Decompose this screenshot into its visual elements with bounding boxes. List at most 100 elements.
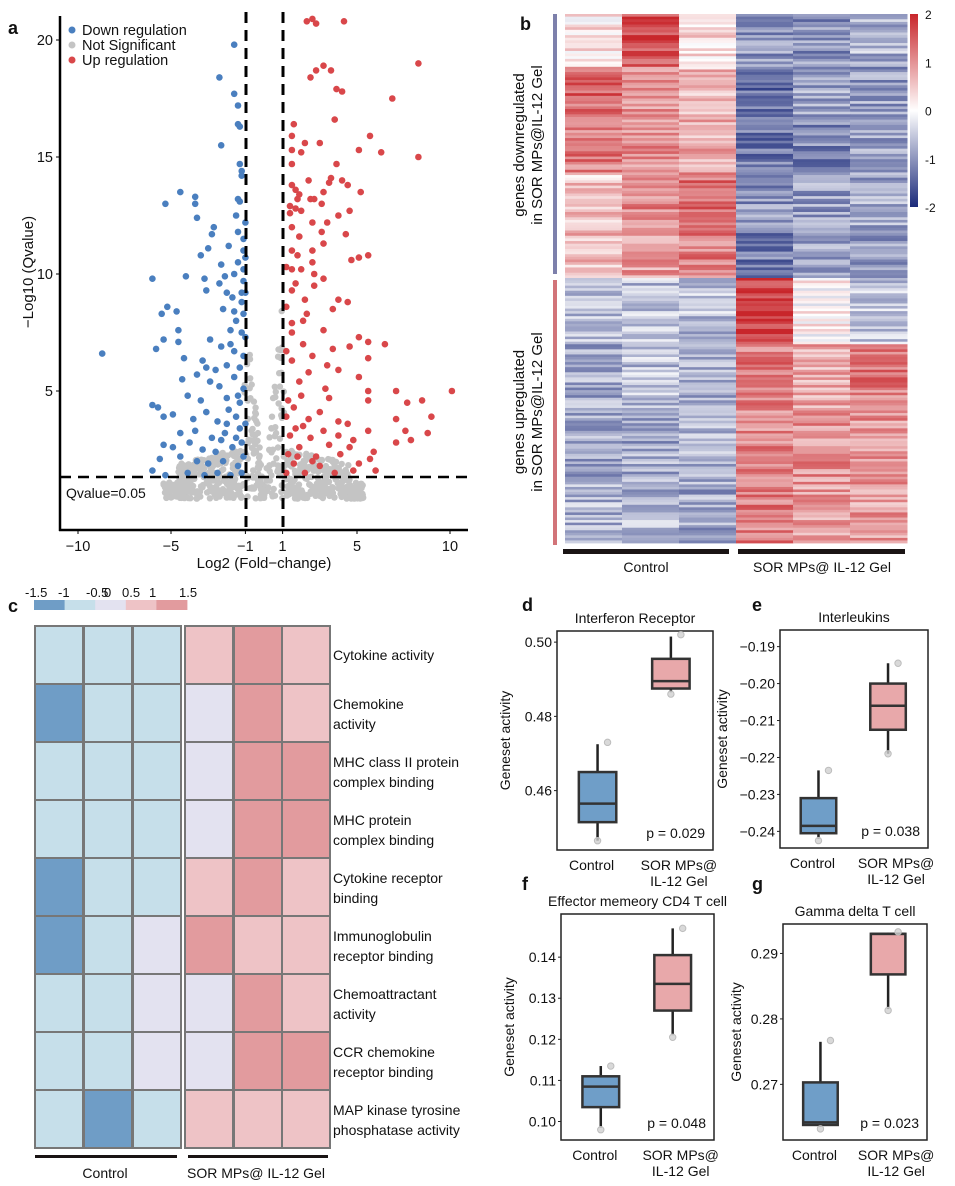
- go-heatmap-cells: [34, 625, 331, 1149]
- heatmap-cell: [850, 122, 908, 126]
- heatmap-cell: [679, 45, 737, 49]
- ns-point: [270, 485, 277, 493]
- heatmap-cell: [622, 290, 680, 294]
- heatmap-cell: [736, 377, 794, 381]
- up-regulated-point: [372, 467, 379, 474]
- up-regulated-point: [320, 427, 327, 435]
- row-group-label-down-1: genes downregulated: [511, 73, 528, 216]
- heatmap-cell: [793, 527, 851, 531]
- heatmap-cell: [793, 438, 851, 442]
- heatmap-cell: [736, 50, 794, 54]
- up-regulated-point: [424, 429, 432, 437]
- heatmap-cell: [736, 201, 794, 205]
- heatmap-cell: [736, 318, 794, 322]
- ns-point: [289, 490, 296, 497]
- heatmap-cell: [736, 132, 794, 136]
- heatmap-cell: [793, 336, 851, 340]
- heatmap-cell: [736, 300, 794, 304]
- colorbar-tick-label: 1: [925, 56, 932, 70]
- heatmap-cell: [850, 233, 908, 237]
- down-regulated-point: [232, 212, 240, 219]
- heatmap-cell: [793, 217, 851, 221]
- up-regulated-point: [342, 230, 350, 238]
- heatmap-cell: [565, 72, 623, 76]
- up-regulated-point: [428, 413, 435, 421]
- up-regulated-point: [335, 296, 342, 304]
- heatmap-cell: [622, 497, 680, 501]
- heatmap-cell: [679, 397, 737, 401]
- ns-point: [273, 455, 280, 462]
- y-axis-label: Geneset activity: [497, 691, 513, 791]
- heatmap-cell: [565, 326, 623, 330]
- heatmap-cell: [736, 156, 794, 160]
- heatmap-cell: [679, 143, 737, 147]
- legend: Down regulation Not Significant Up regul…: [68, 23, 187, 69]
- heatmap-cell: [622, 446, 680, 450]
- heatmap-cell: [565, 156, 623, 160]
- down-regulated-point: [164, 303, 171, 311]
- heatmap-cell: [565, 209, 623, 213]
- heatmap-cell: [565, 497, 623, 501]
- heatmap-cell: [793, 69, 851, 73]
- heatmap-cell: [565, 90, 623, 94]
- heatmap-cell: [793, 486, 851, 490]
- heatmap-cell: [850, 308, 908, 312]
- up-regulated-point: [312, 20, 320, 27]
- heatmap-cell: [793, 331, 851, 335]
- ns-point: [287, 483, 294, 491]
- heatmap-cell: [850, 484, 908, 488]
- heatmap-cell: [679, 87, 737, 91]
- heatmap-cell: [850, 35, 908, 39]
- heatmap-cell: [622, 167, 680, 171]
- heatmap-cell: [565, 428, 623, 432]
- heatmap-cell: [679, 318, 737, 322]
- heatmap-cell: [565, 364, 623, 368]
- down-regulated-point: [162, 200, 169, 208]
- heatmap-cell: [622, 95, 680, 99]
- up-regulated-point: [323, 362, 331, 369]
- heatmap-cell: [622, 492, 680, 495]
- heatmap-cell: [736, 517, 794, 521]
- ns-point: [266, 462, 273, 469]
- heatmap-cell: [622, 443, 680, 447]
- heatmap-cell: [679, 316, 737, 320]
- column-group-label-control: Control: [623, 559, 668, 575]
- down-regulated-point: [214, 469, 221, 477]
- heatmap-cell: [850, 82, 908, 86]
- x-axis-ticks: −10 −5 −1 1 5 10: [66, 530, 458, 555]
- heatmap-cell: [736, 311, 794, 315]
- up-regulated-point: [286, 209, 294, 217]
- ns-point: [293, 490, 301, 497]
- heatmap-cell: [565, 130, 623, 134]
- heatmap-cell: [736, 334, 794, 338]
- go-heatmap-cell: [83, 683, 133, 743]
- heatmap-cell: [736, 479, 794, 483]
- ns-point: [323, 473, 330, 481]
- heatmap-cell: [622, 251, 680, 255]
- heatmap-cell: [622, 318, 680, 322]
- heatmap-cell: [736, 395, 794, 399]
- up-regulated-point: [318, 200, 326, 208]
- heatmap-cell: [622, 520, 680, 524]
- row-group-bar-up: [553, 280, 557, 545]
- up-regulated-point: [364, 354, 372, 362]
- heatmap-cell: [850, 114, 908, 118]
- ns-point: [250, 437, 257, 444]
- heatmap-cell: [679, 293, 737, 297]
- up-regulated-point: [335, 418, 342, 425]
- heatmap-cell: [679, 43, 737, 47]
- panel-letter-d: d: [522, 595, 533, 615]
- heatmap-cell: [622, 85, 680, 89]
- ns-point: [210, 462, 217, 470]
- heatmap-cell: [736, 182, 794, 186]
- heatmap-cell: [850, 262, 908, 266]
- ns-point: [220, 466, 227, 473]
- go-heatmap-cell: [83, 741, 133, 801]
- heatmap-cell: [679, 222, 737, 226]
- sample-point: [607, 1062, 615, 1070]
- row-group-bar-down: [553, 14, 557, 274]
- heatmap-cell: [679, 379, 737, 383]
- heatmap-cell: [850, 280, 908, 284]
- heatmap-cell: [679, 390, 737, 394]
- heatmap-cell: [736, 303, 794, 307]
